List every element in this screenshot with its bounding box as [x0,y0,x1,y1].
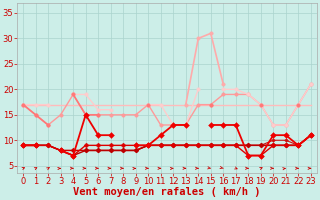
X-axis label: Vent moyen/en rafales ( km/h ): Vent moyen/en rafales ( km/h ) [73,187,261,197]
